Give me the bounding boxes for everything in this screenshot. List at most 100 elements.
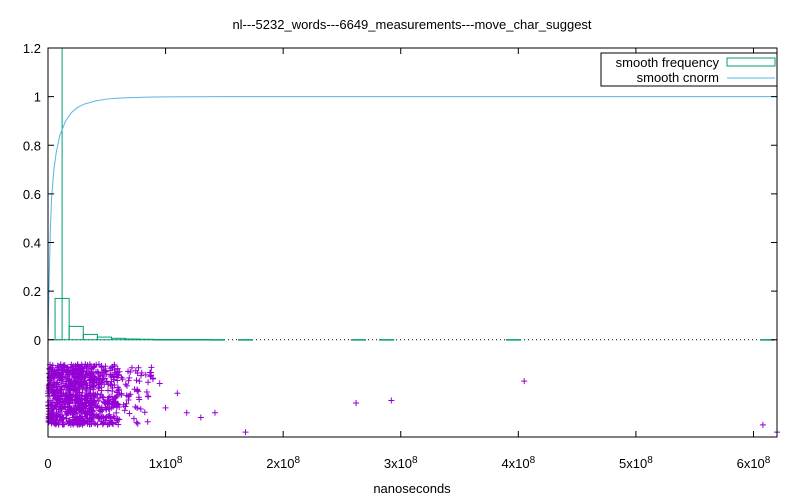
scatter-point	[125, 397, 132, 404]
scatter-point	[353, 399, 360, 406]
scatter-point	[131, 386, 138, 393]
scatter-point	[51, 419, 58, 426]
scatter-point	[77, 420, 84, 427]
scatter-point	[78, 376, 85, 383]
scatter-point	[69, 378, 76, 385]
legend-label-smooth-frequency: smooth frequency	[616, 55, 720, 70]
scatter-point	[84, 367, 91, 374]
y-axis: 0 0.2 0.4 0.6 0.8 1 1.2	[23, 41, 777, 348]
scatter-point	[76, 392, 83, 399]
scatter-point	[96, 385, 103, 392]
scatter-point	[90, 386, 97, 393]
scatter-point	[125, 377, 132, 384]
scatter-point	[76, 406, 83, 413]
scatter-point	[52, 393, 59, 400]
scatter-point	[84, 408, 91, 415]
x-tick-label: 2x108	[266, 455, 300, 471]
scatter-point	[126, 410, 133, 417]
y-tick-label: 0.4	[23, 236, 41, 251]
scatter-point	[67, 408, 74, 415]
scatter-point	[103, 378, 110, 385]
scatter-point	[118, 374, 125, 381]
scatter-point	[134, 387, 141, 394]
scatter-point	[91, 383, 98, 390]
histogram-bar	[153, 339, 169, 341]
scatter-point	[116, 391, 123, 398]
scatter-point	[67, 421, 74, 428]
scatter-point	[388, 397, 395, 404]
series-smooth-cnorm-line	[47, 96, 777, 340]
scatter-point	[59, 374, 66, 381]
scatter-point	[133, 419, 140, 426]
histogram-bar	[237, 339, 254, 341]
scatter-point	[100, 419, 107, 426]
scatter-point	[107, 373, 114, 380]
scatter-point	[136, 378, 143, 385]
scatter-point	[60, 419, 67, 426]
scatter-point	[197, 414, 204, 421]
scatter-point	[96, 407, 103, 414]
scatter-point	[82, 402, 89, 409]
scatter-point	[87, 390, 94, 397]
chart-title: nl---5232_words---6649_measurements---mo…	[232, 17, 591, 32]
scatter-point	[97, 391, 104, 398]
scatter-point	[115, 386, 122, 393]
scatter-point	[83, 369, 90, 376]
x-axis: 0 1x108 2x108 3x108 4x108 5x108 6x108	[44, 48, 771, 471]
scatter-point	[134, 405, 141, 412]
scatter-point	[759, 421, 766, 428]
histogram-bar	[350, 339, 366, 341]
scatter-point	[137, 406, 144, 413]
scatter-point	[142, 371, 149, 378]
scatter-point	[70, 416, 77, 423]
y-tick-label: 0.6	[23, 187, 41, 202]
scatter-point	[80, 384, 87, 391]
histogram-bar	[54, 297, 70, 341]
scatter-point	[110, 413, 117, 420]
scatter-point	[126, 392, 133, 399]
scatter-point	[86, 390, 93, 397]
scatter-point	[130, 415, 137, 422]
scatter-point	[51, 379, 58, 386]
scatter-point	[70, 367, 77, 374]
scatter-point	[109, 420, 116, 427]
scatter-point	[93, 412, 100, 419]
plot-frame	[47, 47, 778, 438]
scatter-point	[93, 361, 100, 368]
scatter-point	[149, 375, 156, 382]
scatter-point	[133, 377, 140, 384]
scatter-point	[95, 384, 102, 391]
histogram-bar	[96, 336, 112, 341]
scatter-point	[138, 369, 145, 376]
scatter-point	[134, 420, 141, 427]
scatter-point	[89, 411, 96, 418]
histogram-bar	[506, 339, 522, 341]
scatter-point	[162, 404, 169, 411]
scatter-point	[50, 371, 57, 378]
scatter-point	[123, 400, 130, 407]
scatter-point	[82, 379, 89, 386]
scatter-point	[95, 398, 102, 404]
scatter-point	[116, 404, 123, 411]
scatter-point	[88, 406, 95, 413]
y-tick-label: 0	[34, 333, 41, 348]
scatter-point	[94, 403, 101, 410]
x-tick-label: 5x108	[619, 455, 653, 471]
scatter-point	[127, 368, 134, 375]
scatter-point	[137, 372, 144, 379]
scatter-point	[90, 364, 97, 371]
scatter-point	[45, 411, 52, 418]
histogram-bar	[68, 325, 84, 341]
scatter-point	[48, 399, 55, 406]
scatter-point	[98, 408, 105, 415]
scatter-point	[70, 382, 77, 389]
x-tick-label: 3x108	[384, 455, 418, 471]
scatter-point	[521, 378, 528, 385]
scatter-point	[94, 421, 101, 428]
scatter-point	[112, 369, 119, 376]
scatter-point	[101, 398, 108, 405]
plot-area	[45, 47, 780, 436]
scatter-point	[145, 379, 152, 386]
scatter-point	[53, 412, 60, 419]
histogram-bar	[209, 339, 225, 341]
